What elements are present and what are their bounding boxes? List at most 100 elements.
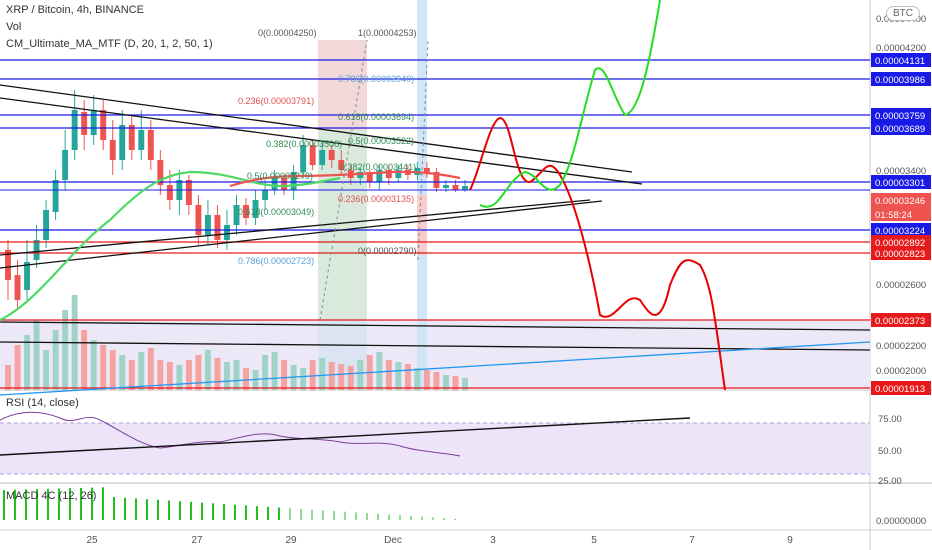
price-tag: 0.00003246 <box>871 193 931 207</box>
candle-body <box>433 172 440 188</box>
trend-line <box>0 341 871 351</box>
volume-bar <box>185 360 192 390</box>
candle-body <box>109 140 116 160</box>
trend-line <box>0 200 603 269</box>
candle-body <box>395 170 402 178</box>
projection-green-path <box>479 0 661 208</box>
volume-bar <box>404 364 411 390</box>
trend-line <box>0 199 591 256</box>
candle-body <box>357 172 364 178</box>
time-label: 9 <box>787 535 793 546</box>
volume-bar <box>300 368 307 390</box>
fib-label: 0.236(0.00003135) <box>338 194 414 204</box>
volume-bar <box>233 360 240 390</box>
candle-body <box>262 190 269 200</box>
price-tick: 0.00002600 <box>876 280 926 291</box>
volume-bar <box>24 335 30 390</box>
price-tag-text: 0.00003246 <box>875 196 925 207</box>
fib-label: 0.618(0.00003049) <box>238 207 314 217</box>
candle-body <box>271 178 278 190</box>
candle-body <box>214 215 221 240</box>
candle-body <box>204 215 211 235</box>
price-tag: 0.00002892 <box>871 235 931 249</box>
candle-body <box>328 150 335 160</box>
candle-body <box>147 130 154 160</box>
volume-bar <box>385 360 392 390</box>
candle-body <box>71 110 78 150</box>
volume-bar <box>119 355 126 390</box>
moving-average-green <box>0 170 341 321</box>
time-label: Dec <box>384 535 402 546</box>
fib-zone-lower-red <box>417 195 427 255</box>
candle-body <box>252 200 259 218</box>
candle-body <box>100 110 107 140</box>
price-tag: 0.00002823 <box>871 246 931 260</box>
volume-bar <box>462 378 468 390</box>
price-tag-text: 0.00003689 <box>875 124 925 135</box>
trend-line-blue <box>0 341 871 396</box>
price-tag: 0.00003759 <box>871 108 931 122</box>
macd-legend: MACD 4C (12, 26) <box>6 490 97 502</box>
fib-label: 0.5(0.00003279) <box>247 171 313 181</box>
trend-line <box>0 97 643 185</box>
volume-bar <box>5 365 11 390</box>
fib-label: 0.382(0.00003508) <box>266 139 342 149</box>
projection-red-path <box>469 116 726 391</box>
volume-bar <box>338 364 345 390</box>
candle-body <box>24 262 30 290</box>
price-tag: 0.00003986 <box>871 72 931 86</box>
price-tag-text: 0.00001913 <box>875 384 925 395</box>
rsi-legend: RSI (14, close) <box>6 397 79 409</box>
candle-body <box>119 125 126 160</box>
price-tag-text: 0.00003301 <box>875 178 925 189</box>
candle-body <box>423 168 430 172</box>
candle-body <box>385 170 392 178</box>
price-tag-text: 0.00002373 <box>875 316 925 327</box>
volume-bar <box>176 365 183 390</box>
candle-body <box>224 225 230 240</box>
volume-legend: Vol <box>6 21 22 33</box>
volume-bar <box>62 310 69 390</box>
candle-body <box>14 275 21 300</box>
volume-bar <box>271 352 278 390</box>
candle-body <box>5 250 11 280</box>
price-tag: 0.00004131 <box>871 53 931 67</box>
currency-badge[interactable]: BTC <box>886 6 920 21</box>
volume-bar <box>262 355 269 390</box>
price-tag: 0.00003224 <box>871 223 931 237</box>
fib-label: 1(0.00004253) <box>358 28 417 38</box>
candle-body <box>338 160 345 170</box>
volume-bar <box>204 350 211 390</box>
moving-average-red <box>229 170 461 188</box>
volume-bar <box>128 360 135 390</box>
candle-body <box>233 205 240 225</box>
volume-bar <box>443 375 449 390</box>
price-tag-text: 01:58:24 <box>875 210 912 221</box>
ma-legend: CM_Ultimate_MA_MTF (D, 20, 1, 2, 50, 1) <box>6 38 213 50</box>
macd-tick: 0.00000000 <box>876 516 926 527</box>
fib-label: 0.5(0.00003522) <box>348 136 414 146</box>
volume-bar <box>214 358 221 390</box>
candle-body <box>138 130 145 150</box>
price-tag: 0.00003689 <box>871 121 931 135</box>
time-label: 7 <box>689 535 695 546</box>
fib-label: 0.786(0.00002723) <box>238 256 314 266</box>
price-tick: 0.00002200 <box>876 341 926 352</box>
price-tag: 0.00001913 <box>871 381 931 395</box>
symbol-title: XRP / Bitcoin, 4h, BINANCE <box>6 4 144 16</box>
fib-labels: 0(0.00004250) 1(0.00004253) 0.786(0.000039… <box>238 28 417 266</box>
candle-body <box>281 178 288 190</box>
price-tick: 0.00004200 <box>876 43 926 54</box>
rsi-tick: 50.00 <box>878 446 902 457</box>
time-label: 3 <box>490 535 496 546</box>
candle-body <box>452 185 459 190</box>
volume-bar <box>52 330 59 390</box>
candle-body <box>157 160 164 185</box>
time-label: 29 <box>285 535 297 546</box>
price-tag: 01:58:24 <box>871 207 931 221</box>
volume-bar <box>147 348 154 390</box>
fib-label: 0.786(0.00003940) <box>338 74 414 84</box>
candle-body <box>195 205 202 235</box>
volume-bar <box>14 345 21 390</box>
